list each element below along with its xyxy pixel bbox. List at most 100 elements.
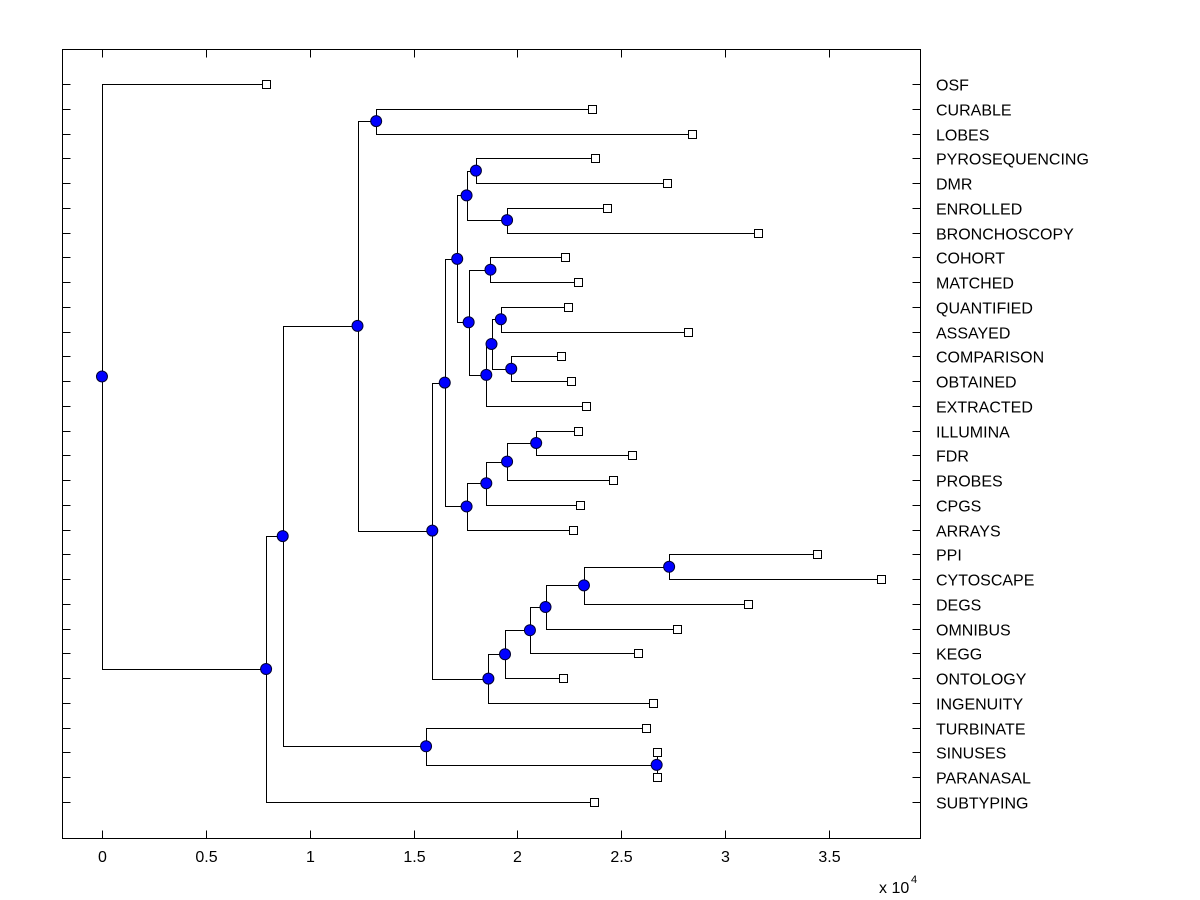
cluster-node-marker bbox=[480, 368, 493, 381]
cluster-node-marker bbox=[95, 370, 108, 383]
leaf-marker-square bbox=[588, 105, 597, 114]
tree-branch bbox=[283, 326, 359, 537]
cluster-node-marker bbox=[505, 362, 518, 375]
leaf-marker-square bbox=[574, 427, 583, 436]
leaf-marker-square bbox=[567, 377, 576, 386]
leaf-label: QUANTIFIED bbox=[936, 301, 1033, 318]
leaf-marker-square bbox=[653, 773, 662, 782]
leaf-label: SINUSES bbox=[936, 746, 1006, 763]
cluster-node-marker bbox=[420, 740, 433, 753]
cluster-node-marker bbox=[484, 263, 497, 276]
leaf-label: OMNIBUS bbox=[936, 623, 1011, 640]
plot-area-background bbox=[62, 49, 921, 839]
tree-branch bbox=[467, 195, 508, 221]
leaf-marker-square bbox=[628, 451, 637, 460]
cluster-node-marker bbox=[451, 252, 464, 265]
leaf-label: EXTRACTED bbox=[936, 400, 1033, 417]
tree-branch bbox=[584, 585, 749, 605]
tree-branch bbox=[102, 84, 267, 378]
x-tick-label: 2.5 bbox=[610, 849, 632, 866]
leaf-marker-square bbox=[262, 80, 271, 89]
leaf-marker-square bbox=[609, 476, 618, 485]
leaf-label: CURABLE bbox=[936, 103, 1012, 120]
tree-branch bbox=[467, 506, 574, 531]
x-axis-tick-labels: 0 0.5 1 1.5 2 2.5 3 3.5 bbox=[98, 849, 841, 866]
leaf-label: CPGS bbox=[936, 499, 981, 516]
cluster-node-marker bbox=[426, 524, 439, 537]
tree-branch bbox=[492, 344, 512, 370]
x-tick-label: 2 bbox=[513, 849, 522, 866]
x-axis-multiplier-exponent: 4 bbox=[911, 874, 917, 886]
leaf-marker-square bbox=[688, 130, 697, 139]
leaf-label: FDR bbox=[936, 449, 969, 466]
tree-branch bbox=[266, 669, 595, 803]
x-axis-multiplier: x 10 bbox=[879, 880, 909, 897]
leaf-marker-square bbox=[582, 402, 591, 411]
tree-branch bbox=[486, 462, 508, 484]
tree-branch bbox=[283, 536, 427, 747]
leaf-marker-square bbox=[576, 501, 585, 510]
tree-branch bbox=[445, 383, 468, 507]
leaf-label: KEGG bbox=[936, 647, 982, 664]
cluster-node-marker bbox=[494, 313, 507, 326]
cluster-node-marker bbox=[276, 530, 289, 543]
leaf-marker-square bbox=[574, 278, 583, 287]
cluster-node-marker bbox=[650, 758, 663, 771]
leaf-marker-square bbox=[642, 724, 651, 733]
leaf-label: LOBES bbox=[936, 128, 989, 145]
leaf-marker-square bbox=[564, 303, 573, 312]
plot-area-frame bbox=[62, 49, 921, 839]
cluster-node-marker bbox=[501, 214, 514, 227]
leaf-label: ILLUMINA bbox=[936, 425, 1010, 442]
leaf-marker-square bbox=[557, 352, 566, 361]
cluster-node-marker bbox=[485, 337, 498, 350]
leaf-label: PPI bbox=[936, 548, 962, 565]
cluster-node-marker bbox=[482, 672, 495, 685]
cluster-node-marker bbox=[370, 115, 383, 128]
cluster-node-marker bbox=[438, 376, 451, 389]
tree-branch bbox=[426, 746, 658, 766]
tree-branch bbox=[546, 607, 678, 630]
leaf-label: INGENUITY bbox=[936, 697, 1023, 714]
tree-branch bbox=[505, 654, 564, 679]
cluster-node-marker bbox=[260, 663, 273, 676]
tree-branch bbox=[505, 630, 531, 655]
tree-branch bbox=[530, 630, 639, 654]
leaf-marker-square bbox=[673, 625, 682, 634]
cluster-node-marker bbox=[460, 500, 473, 513]
leaf-markers bbox=[262, 80, 886, 807]
leaf-label: ASSAYED bbox=[936, 326, 1010, 343]
leaf-label: CYTOSCAPE bbox=[936, 573, 1034, 590]
leaf-label: ENROLLED bbox=[936, 202, 1022, 219]
cluster-node-marker bbox=[501, 455, 514, 468]
cluster-node-marker bbox=[577, 579, 590, 592]
y-axis-ticks bbox=[62, 84, 921, 803]
cluster-node-marker bbox=[462, 316, 475, 329]
leaf-label: BRONCHOSCOPY bbox=[936, 227, 1074, 244]
leaf-marker-square bbox=[649, 699, 658, 708]
tree-branch bbox=[358, 326, 433, 532]
x-tick-label: 1 bbox=[306, 849, 315, 866]
leaf-marker-square bbox=[684, 328, 693, 337]
leaf-label: PYROSEQUENCING bbox=[936, 152, 1089, 169]
leaf-label: DEGS bbox=[936, 598, 981, 615]
leaf-label: COHORT bbox=[936, 251, 1005, 268]
leaf-marker-square bbox=[653, 748, 662, 757]
leaf-label: PROBES bbox=[936, 474, 1003, 491]
leaf-label: DMR bbox=[936, 177, 972, 194]
x-axis-ticks bbox=[102, 49, 830, 839]
leaf-marker-square bbox=[877, 575, 886, 584]
leaf-labels: OSF CURABLE LOBES PYROSEQUENCING DMR ENROLLED… bbox=[936, 78, 1089, 813]
cluster-node-marker bbox=[530, 437, 543, 449]
cluster-node-marker bbox=[663, 560, 676, 573]
leaf-marker-square bbox=[590, 798, 599, 807]
leaf-marker-square bbox=[559, 674, 568, 683]
leaf-label: MATCHED bbox=[936, 276, 1014, 293]
x-tick-label: 3 bbox=[721, 849, 730, 866]
leaf-label: ARRAYS bbox=[936, 524, 1001, 541]
leaf-marker-square bbox=[591, 154, 600, 163]
leaf-marker-square bbox=[561, 253, 570, 262]
cluster-node-marker bbox=[460, 189, 473, 202]
leaf-label: ONTOLOGY bbox=[936, 672, 1027, 689]
